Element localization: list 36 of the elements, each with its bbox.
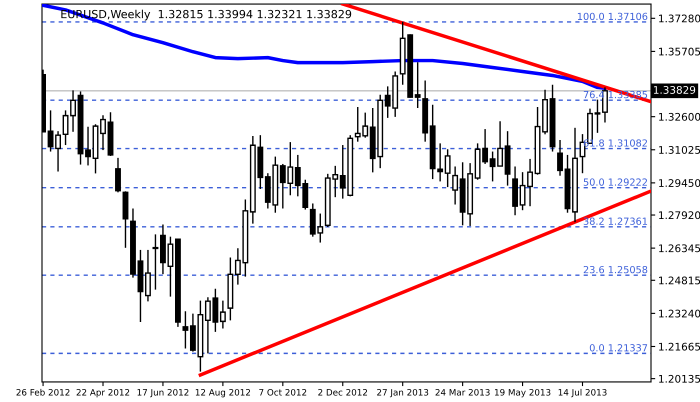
candlestick <box>354 106 361 142</box>
candlestick <box>115 157 121 194</box>
candlestick <box>302 179 308 210</box>
y-tick-label: 1.35705 <box>659 48 700 56</box>
y-tick-label: 1.37280 <box>659 14 700 22</box>
y-tick-label: 1.20135 <box>659 374 700 383</box>
x-tick-label: 27 Jan 2013 <box>377 389 428 398</box>
y-tick-label: 1.27920 <box>659 211 700 220</box>
x-tick-label: 7 Oct 2012 <box>259 389 306 396</box>
x-tick-label: 12 Aug 2012 <box>196 389 250 398</box>
candlestick <box>317 212 324 244</box>
ref-line-label: 0.0 1.21337 <box>590 344 648 352</box>
x-tick-label: 2 Dec 2012 <box>318 389 368 396</box>
candlestick <box>340 144 346 200</box>
y-tick-label: 1.26345 <box>659 244 700 252</box>
y-tick-label: 1.32600 <box>659 112 700 121</box>
ref-line-label: 1.33829 <box>654 86 696 94</box>
line-series <box>42 4 607 90</box>
y-tick-label: 1.24815 <box>659 276 700 284</box>
ref-line-label: 38.2 1.27361 <box>584 218 648 225</box>
x-tick-label: 14 Jul 2013 <box>558 388 607 398</box>
ref-line-label: 50.0 1.29222 <box>584 178 647 186</box>
y-tick-label: 1.29450 <box>659 179 700 187</box>
x-tick-label: 17 Jun 2012 <box>138 389 188 398</box>
y-tick-label: 1.21665 <box>659 342 700 351</box>
x-tick-label: 26 Feb 2012 <box>16 388 70 396</box>
x-tick-label: 22 Apr 2012 <box>76 389 130 398</box>
ref-line-label: 100.0 1.37106 <box>578 12 648 20</box>
candlestick <box>362 112 368 138</box>
y-tick-label: 1.23240 <box>659 310 700 318</box>
y-tick-label: 1.31025 <box>659 146 700 154</box>
candlestick <box>384 86 391 119</box>
ref-line-label: 23.6 1.25058 <box>584 266 648 274</box>
x-tick-label: 24 Mar 2013 <box>436 389 490 396</box>
candlestick <box>332 165 338 198</box>
x-tick-label: 19 May 2013 <box>495 389 550 398</box>
